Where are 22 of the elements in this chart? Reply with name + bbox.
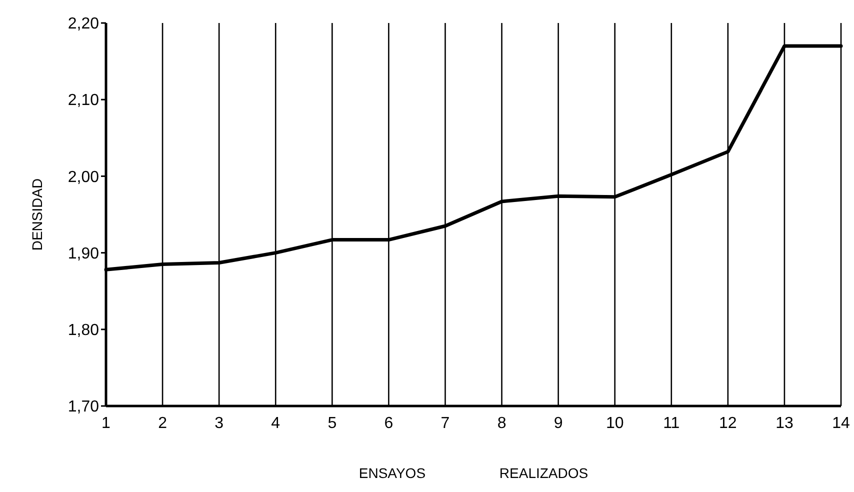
y-tick-label: 2,00: [68, 168, 100, 186]
x-tick-label: 2: [158, 415, 168, 432]
x-axis-title: ENSAYOS REALIZADOS: [358, 465, 588, 481]
y-axis-title: DENSIDAD: [29, 178, 45, 251]
y-tick-label: 1,80: [68, 322, 100, 339]
y-tick-label: 2,10: [68, 92, 100, 110]
y-tick-label: 1,90: [68, 245, 100, 262]
x-tick-label: 12: [719, 415, 737, 432]
x-tick-label: 14: [832, 415, 850, 432]
y-tick-label: 1,70: [68, 398, 100, 416]
y-tick-label: 2,20: [68, 16, 100, 33]
x-tick-label: 11: [663, 415, 680, 432]
x-tick-label: 7: [440, 415, 450, 432]
x-tick-label: 13: [776, 415, 794, 432]
x-tick-label: 3: [214, 415, 224, 432]
x-tick-label: 9: [554, 415, 563, 432]
x-tick-label: 1: [102, 415, 111, 432]
x-tick-label: 5: [328, 415, 337, 432]
x-tick-label: 6: [384, 415, 394, 432]
x-tick-label: 4: [271, 415, 280, 432]
x-tick-label: 8: [497, 415, 506, 432]
x-tick-label: 10: [606, 415, 624, 432]
